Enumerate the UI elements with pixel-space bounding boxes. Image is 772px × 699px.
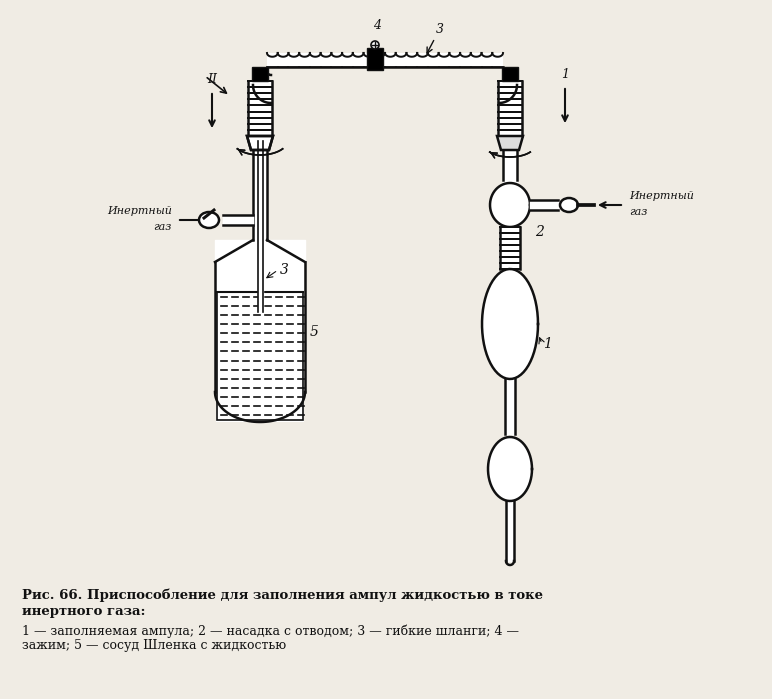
Text: 4: 4: [373, 19, 381, 32]
Text: 3: 3: [280, 263, 289, 277]
Polygon shape: [482, 269, 538, 379]
Text: 1 — заполняемая ампула; 2 — насадка с отводом; 3 — гибкие шланги; 4 —: 1 — заполняемая ампула; 2 — насадка с от…: [22, 624, 519, 637]
Circle shape: [371, 41, 379, 49]
Text: Рис. 66. Приспособление для заполнения ампул жидкостью в токе: Рис. 66. Приспособление для заполнения а…: [22, 588, 543, 602]
Text: зажим; 5 — сосуд Шленка с жидкостью: зажим; 5 — сосуд Шленка с жидкостью: [22, 639, 286, 652]
Text: газ: газ: [629, 207, 648, 217]
Text: газ: газ: [154, 222, 172, 232]
Polygon shape: [247, 136, 273, 150]
Polygon shape: [247, 136, 273, 150]
Text: 1: 1: [561, 68, 569, 81]
Text: инертного газа:: инертного газа:: [22, 605, 145, 618]
Text: 3: 3: [436, 23, 444, 36]
Bar: [367, 48, 383, 70]
Ellipse shape: [560, 198, 578, 212]
Text: Инертный: Инертный: [107, 206, 172, 216]
Text: 1: 1: [543, 337, 552, 351]
Text: Инертный: Инертный: [629, 191, 694, 201]
Polygon shape: [497, 136, 523, 150]
Bar: [252, 67, 268, 81]
Bar: [216, 262, 304, 422]
Text: 2: 2: [535, 225, 544, 239]
Ellipse shape: [199, 212, 219, 228]
Polygon shape: [488, 437, 532, 501]
Text: II: II: [207, 73, 217, 86]
Bar: [267, 53, 503, 67]
Bar: [497, 81, 523, 136]
Text: 5: 5: [310, 325, 319, 339]
Polygon shape: [490, 183, 530, 227]
Bar: [217, 292, 303, 420]
Bar: [502, 67, 518, 81]
Bar: [247, 81, 273, 136]
Bar: [499, 227, 521, 269]
